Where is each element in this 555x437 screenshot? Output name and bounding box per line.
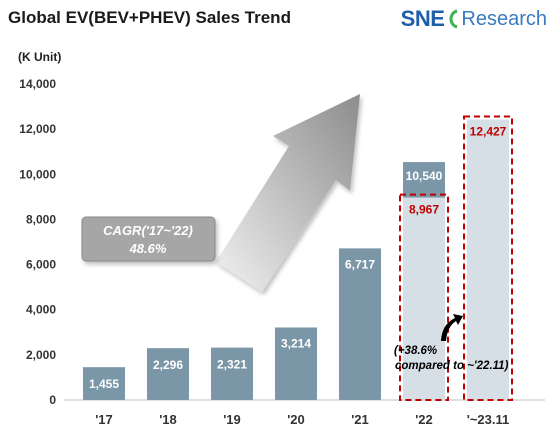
y-tick-label: 12,000 (19, 122, 56, 136)
bar (211, 347, 253, 400)
growth-trend-arrow (216, 94, 360, 292)
swirl-icon (449, 9, 458, 29)
bar (83, 367, 125, 400)
chart-title: Global EV(BEV+PHEV) Sales Trend (8, 8, 291, 27)
bar-2022-ytd (403, 197, 445, 400)
y-tick-label: 2,000 (26, 348, 56, 362)
data-label-2023-ytd: 12,427 (470, 125, 507, 139)
y-tick-label: 6,000 (26, 258, 56, 272)
x-tick-label: '18 (159, 412, 177, 427)
highlight-box-2023 (463, 115, 513, 402)
y-tick-label: 10,000 (19, 167, 56, 181)
bar-2022-total (403, 162, 445, 198)
data-label-2022-ytd: 8,967 (409, 203, 439, 217)
bar-2023-ytd (467, 119, 509, 401)
data-label: 2,296 (153, 358, 183, 372)
logo-research-text: Research (461, 7, 547, 30)
data-label: 1,455 (89, 377, 119, 391)
cagr-box: CAGR('17~'22) 48.6% (81, 216, 216, 262)
y-tick-label: 8,000 (26, 212, 56, 226)
y-tick-label: 4,000 (26, 303, 56, 317)
data-label-2022-total: 10,540 (406, 169, 443, 183)
growth-annotation: (+38.6% compared to ~'22.11) (394, 314, 509, 372)
bars: 1,455 2,296 2,321 3,214 6,717 10,540 8,967 12,4… (83, 115, 513, 402)
highlight-box-2022 (399, 193, 449, 401)
data-label: 2,321 (217, 358, 247, 372)
curved-arrow-icon (441, 314, 463, 341)
growth-label-line2: compared to ~'22.11) (395, 360, 509, 372)
y-axis-ticks: 0 2,000 4,000 6,000 8,000 10,000 12,000 14,000 (19, 77, 56, 407)
y-unit-label: (K Unit) (18, 50, 61, 64)
cagr-label: CAGR('17~'22) (103, 223, 193, 238)
x-axis-tick-labels: '17 '18 '19 '20 '21 '22 '~23.11 (95, 412, 509, 427)
x-tick-label: '21 (351, 412, 369, 427)
x-tick-label: '17 (95, 412, 113, 427)
bar (275, 327, 317, 400)
data-label: 6,717 (345, 257, 375, 271)
x-tick-label: '~23.11 (467, 412, 510, 427)
sne-research-logo: SNE Research (401, 6, 547, 32)
y-tick-label: 0 (49, 393, 56, 407)
logo-sne-text: SNE (400, 6, 445, 31)
x-tick-label: '19 (223, 412, 241, 427)
x-tick-label: '22 (415, 412, 433, 427)
bar (339, 248, 381, 400)
bar (147, 348, 189, 400)
growth-arrow-layer (216, 94, 360, 292)
growth-label-line1: (+38.6% (394, 345, 437, 357)
x-tick-label: '20 (287, 412, 305, 427)
y-tick-label: 14,000 (19, 77, 56, 91)
data-label: 3,214 (281, 336, 311, 350)
cagr-value: 48.6% (129, 241, 167, 256)
